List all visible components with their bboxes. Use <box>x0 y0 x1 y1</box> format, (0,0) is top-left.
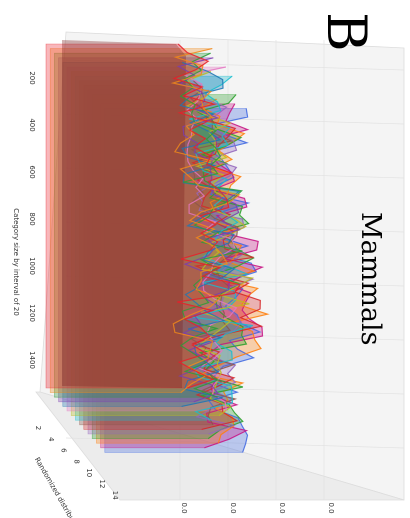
series-ridge-3 <box>179 52 244 398</box>
z-tick-label: 0.0 <box>180 502 188 513</box>
series-ridge-2 <box>170 48 241 394</box>
x-axis-ticks: 200 400 600 800 1000 1200 1400 <box>28 71 36 369</box>
grid-line-h <box>65 275 405 287</box>
z-tick-label: 0.0 <box>278 502 286 513</box>
x-tick-label: 1200 <box>28 304 36 322</box>
floor-pane <box>35 391 405 501</box>
z-tick-label: 0.0 <box>327 502 335 513</box>
x-axis-label: Category size by interval of 20 <box>12 208 20 316</box>
y-axis-ticks: 2 4 6 8 10 12 14 <box>34 426 119 500</box>
series-walls <box>45 40 269 453</box>
x-tick-label: 1400 <box>28 351 36 369</box>
grid-line-h <box>65 59 405 71</box>
series-ridge-1 <box>172 43 241 389</box>
grid-line-h <box>65 437 405 449</box>
series-ridges <box>170 43 270 453</box>
y-tick-label: 6 <box>60 448 68 453</box>
y-tick-label: 10 <box>85 468 93 477</box>
chart-title: Mammals <box>355 212 386 346</box>
y-tick-label: 8 <box>72 459 80 463</box>
panel-letter: B <box>315 12 378 52</box>
series-ridge-5 <box>179 61 241 407</box>
x-tick-label: 400 <box>28 118 36 131</box>
grid-line-h <box>65 167 405 179</box>
series-ridge-12 <box>196 94 255 440</box>
y-tick-label: 12 <box>98 480 106 489</box>
z-axis-ticks: 0.0 0.0 0.0 0.0 <box>180 502 335 513</box>
y-tick-label: 2 <box>34 426 42 430</box>
y-tick-label: 4 <box>47 437 55 442</box>
z-tick-label: 0.0 <box>229 502 237 513</box>
y-axis-label: Randomized distribution <box>33 456 83 518</box>
x-tick-label: 600 <box>28 165 36 178</box>
y-tick-label: 14 <box>111 491 119 500</box>
x-tick-label: 800 <box>28 212 36 225</box>
grid-lines <box>65 40 405 500</box>
back-series-shade <box>62 40 186 388</box>
axes-panes <box>35 31 405 501</box>
grid-line-h <box>65 329 405 341</box>
x-tick-label: 1000 <box>28 257 36 275</box>
x-tick-label: 200 <box>28 71 36 84</box>
series-ridge-13 <box>199 98 270 444</box>
grid-line-h <box>65 113 405 125</box>
